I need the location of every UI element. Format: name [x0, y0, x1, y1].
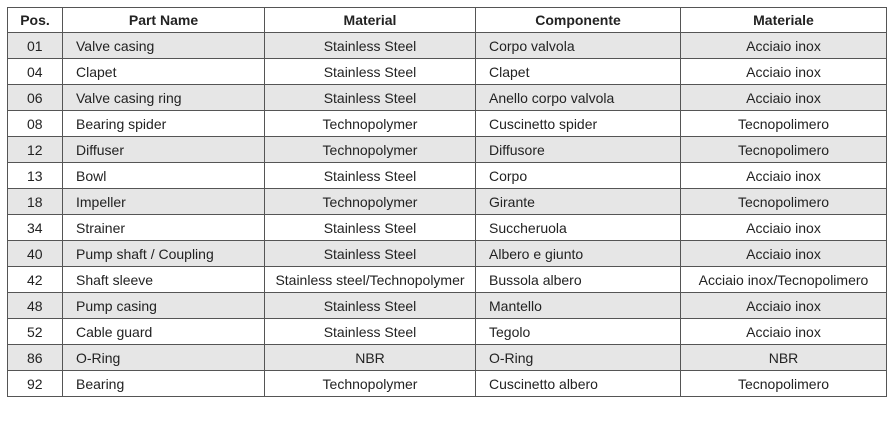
- table-cell: Technopolymer: [264, 370, 476, 397]
- table-cell: Pump casing: [62, 292, 265, 319]
- table-cell: NBR: [680, 344, 887, 371]
- table-cell: 04: [7, 58, 63, 85]
- table-cell: Girante: [475, 188, 681, 215]
- table-cell: Stainless Steel: [264, 32, 476, 59]
- table-cell: Cuscinetto spider: [475, 110, 681, 137]
- table-cell: NBR: [264, 344, 476, 371]
- table-cell: 08: [7, 110, 63, 137]
- table-cell: Acciaio inox: [680, 162, 887, 189]
- table-cell: Tegolo: [475, 318, 681, 345]
- table-cell: Stainless Steel: [264, 214, 476, 241]
- table-cell: 40: [7, 240, 63, 267]
- table-row: 40 Pump shaft / Coupling Stainless Steel Al…: [7, 240, 887, 267]
- table-cell: Stainless Steel: [264, 84, 476, 111]
- table-cell: Tecnopolimero: [680, 110, 887, 137]
- table-cell: 48: [7, 292, 63, 319]
- table-cell: Acciaio inox: [680, 292, 887, 319]
- table-cell: 12: [7, 136, 63, 163]
- header-cell: Part Name: [62, 7, 265, 33]
- table-cell: Stainless Steel: [264, 318, 476, 345]
- table-cell: Clapet: [475, 58, 681, 85]
- table-row: 42 Shaft sleeve Stainless steel/Technopoly…: [7, 266, 887, 293]
- table-cell: Stainless Steel: [264, 240, 476, 267]
- table-cell: Mantello: [475, 292, 681, 319]
- table-cell: 34: [7, 214, 63, 241]
- table-cell: O-Ring: [62, 344, 265, 371]
- header-row: Pos. Part Name Material Componente Materiale: [7, 7, 887, 33]
- table-cell: 18: [7, 188, 63, 215]
- header-cell: Materiale: [680, 7, 887, 33]
- table-cell: Stainless steel/Technopolymer: [264, 266, 476, 293]
- table-cell: 06: [7, 84, 63, 111]
- table-cell: Cuscinetto albero: [475, 370, 681, 397]
- table-cell: Stainless Steel: [264, 292, 476, 319]
- table-cell: Bowl: [62, 162, 265, 189]
- table-cell: O-Ring: [475, 344, 681, 371]
- table-cell: Acciaio inox/Tecnopolimero: [680, 266, 887, 293]
- table-cell: 42: [7, 266, 63, 293]
- table-cell: 52: [7, 318, 63, 345]
- table-cell: Technopolymer: [264, 136, 476, 163]
- table-cell: Stainless Steel: [264, 58, 476, 85]
- table-wrap: Pos. Part Name Material Componente Materiale…: [7, 7, 887, 397]
- table-cell: Cable guard: [62, 318, 265, 345]
- table-cell: Bearing spider: [62, 110, 265, 137]
- table-row: 06 Valve casing ring Stainless Steel Anello…: [7, 84, 887, 111]
- table-cell: Acciaio inox: [680, 32, 887, 59]
- table-cell: Acciaio inox: [680, 214, 887, 241]
- table-cell: Succheruola: [475, 214, 681, 241]
- table-cell: Bearing: [62, 370, 265, 397]
- header-cell: Pos.: [7, 7, 63, 33]
- table-cell: Tecnopolimero: [680, 136, 887, 163]
- table-cell: Acciaio inox: [680, 84, 887, 111]
- table-cell: Acciaio inox: [680, 58, 887, 85]
- table-cell: Impeller: [62, 188, 265, 215]
- header-cell: Material: [264, 7, 476, 33]
- table-cell: Stainless Steel: [264, 162, 476, 189]
- table-cell: 01: [7, 32, 63, 59]
- table-cell: Technopolymer: [264, 188, 476, 215]
- table-row: 01 Valve casing Stainless Steel Corpo valvo…: [7, 32, 887, 59]
- table-row: 92 Bearing Technopolymer Cuscinetto albero T…: [7, 370, 887, 397]
- table-row: 18 Impeller Technopolymer Girante Tecnopolim…: [7, 188, 887, 215]
- table-cell: Technopolymer: [264, 110, 476, 137]
- table-cell: Diffuser: [62, 136, 265, 163]
- table-cell: Albero e giunto: [475, 240, 681, 267]
- table-cell: Valve casing ring: [62, 84, 265, 111]
- table-row: 52 Cable guard Stainless Steel Tegolo Acciai…: [7, 318, 887, 345]
- header-cell: Componente: [475, 7, 681, 33]
- table-cell: Valve casing: [62, 32, 265, 59]
- table-row: 08 Bearing spider Technopolymer Cuscinetto …: [7, 110, 887, 137]
- table-cell: 13: [7, 162, 63, 189]
- table-cell: Anello corpo valvola: [475, 84, 681, 111]
- table-cell: Bussola albero: [475, 266, 681, 293]
- table-cell: 86: [7, 344, 63, 371]
- table-row: 48 Pump casing Stainless Steel Mantello Acci…: [7, 292, 887, 319]
- table-cell: Shaft sleeve: [62, 266, 265, 293]
- table-row: 13 Bowl Stainless Steel Corpo Acciaio inox: [7, 162, 887, 189]
- table-cell: Clapet: [62, 58, 265, 85]
- table-cell: Corpo: [475, 162, 681, 189]
- table-row: 12 Diffuser Technopolymer Diffusore Tecnopol…: [7, 136, 887, 163]
- table-row: 86 O-Ring NBR O-Ring NBR: [7, 344, 887, 371]
- table-row: 04 Clapet Stainless Steel Clapet Acciaio ino…: [7, 58, 887, 85]
- parts-table: Pos. Part Name Material Componente Materiale…: [7, 7, 887, 397]
- table-row: 34 Strainer Stainless Steel Succheruola Acci…: [7, 214, 887, 241]
- table-cell: Diffusore: [475, 136, 681, 163]
- table-cell: Strainer: [62, 214, 265, 241]
- table-cell: 92: [7, 370, 63, 397]
- table-cell: Tecnopolimero: [680, 370, 887, 397]
- table-body: 01 Valve casing Stainless Steel Corpo valvo…: [7, 32, 887, 397]
- table-cell: Acciaio inox: [680, 240, 887, 267]
- table-cell: Tecnopolimero: [680, 188, 887, 215]
- table-cell: Pump shaft / Coupling: [62, 240, 265, 267]
- table-cell: Acciaio inox: [680, 318, 887, 345]
- table-cell: Corpo valvola: [475, 32, 681, 59]
